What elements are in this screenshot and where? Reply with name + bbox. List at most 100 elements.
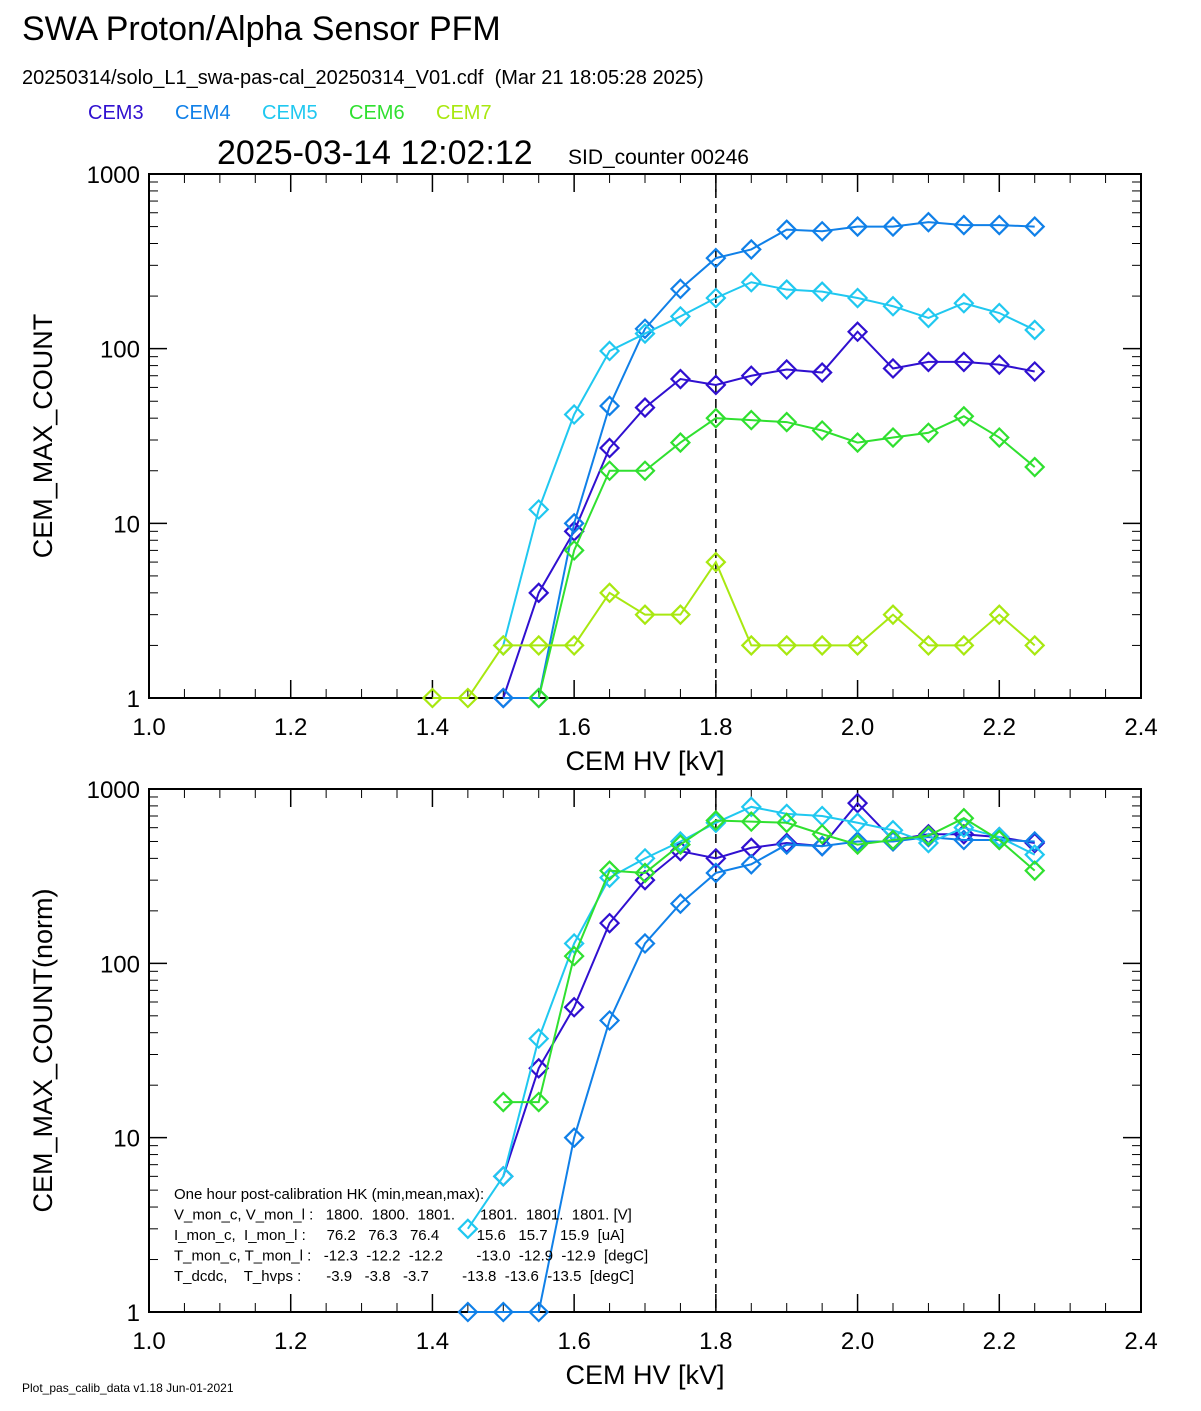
data-point (492, 1165, 514, 1187)
data-point (847, 830, 869, 853)
data-point (528, 1301, 550, 1323)
data-point (776, 634, 798, 656)
annotation: T_mon_c, T_mon_l : -12.3 -12.2 -12.2 -13… (174, 1248, 648, 1265)
data-point (988, 829, 1010, 851)
data-point (669, 893, 691, 915)
data-point (563, 945, 585, 967)
data-point (953, 829, 975, 851)
data-point (457, 1218, 479, 1240)
data-point (740, 811, 762, 833)
data-point (634, 397, 656, 419)
data-point (811, 220, 833, 242)
series-line (432, 559, 1036, 699)
data-point (563, 539, 585, 561)
data-point (669, 604, 691, 626)
data-point (882, 829, 904, 851)
series-line (502, 281, 1036, 646)
x-tick-label: 1.4 (416, 1328, 449, 1355)
legend-label: CEM7 (436, 102, 492, 124)
data-point (917, 307, 939, 329)
data-point (669, 432, 691, 454)
data-point (847, 634, 869, 656)
data-point (740, 238, 762, 260)
y-axis-label: CEM_MAX_COUNT (28, 314, 58, 559)
data-point (1024, 360, 1046, 383)
data-point (953, 214, 975, 236)
data-point (776, 278, 798, 301)
y-tick-label: 10 (113, 511, 140, 538)
x-tick-label: 2.0 (841, 714, 874, 741)
data-point (1024, 634, 1046, 656)
data-point (847, 834, 869, 856)
data-point (1024, 860, 1046, 882)
timestamp: 2025-03-14 12:02:12 (217, 134, 533, 172)
data-point (811, 634, 833, 656)
data-point (811, 823, 833, 845)
data-point (917, 634, 939, 656)
legend-label: CEM4 (175, 102, 231, 124)
annotation: One hour post-calibration HK (min,mean,m… (174, 1186, 484, 1203)
data-point (528, 1091, 550, 1113)
data-point (917, 211, 939, 233)
data-point (811, 419, 833, 442)
data-point (740, 853, 762, 875)
legend-label: CEM6 (349, 102, 405, 124)
x-tick-label: 1.2 (274, 1328, 307, 1355)
data-point (953, 807, 975, 829)
data-point (740, 271, 762, 293)
data-point (811, 361, 833, 384)
data-point (953, 817, 975, 839)
data-point (740, 365, 762, 387)
data-point (492, 634, 514, 656)
data-point (528, 498, 550, 521)
data-point (988, 604, 1010, 626)
x-tick-label: 2.4 (1124, 1328, 1157, 1355)
annotation: V_mon_c, V_mon_l : 1800. 1800. 1801. 180… (174, 1207, 632, 1224)
data-point (1024, 456, 1046, 478)
data-point (599, 1009, 621, 1032)
data-point (882, 357, 904, 380)
data-point (1024, 844, 1046, 866)
data-point (776, 832, 798, 854)
x-tick-label: 1.4 (416, 714, 449, 741)
data-point (705, 862, 727, 884)
series-line (537, 415, 1036, 699)
data-point (563, 996, 585, 1018)
data-point (953, 634, 975, 656)
y-tick-label: 100 (100, 337, 140, 364)
data-point (847, 216, 869, 238)
y-tick-label: 1000 (87, 777, 140, 804)
data-point (599, 912, 621, 934)
annotation: I_mon_c, I_mon_l : 76.2 76.3 76.4 15.6 1… (174, 1227, 624, 1244)
data-point (563, 403, 585, 426)
data-point (740, 634, 762, 656)
legend-label: CEM3 (88, 102, 144, 124)
data-point (669, 278, 691, 300)
data-point (457, 1301, 479, 1323)
data-point (669, 834, 691, 856)
data-point (563, 1127, 585, 1149)
data-point (492, 1301, 514, 1323)
data-point (776, 411, 798, 433)
data-point (988, 426, 1010, 449)
data-point (563, 634, 585, 656)
data-point (953, 405, 975, 427)
x-tick-label: 1.8 (699, 714, 732, 741)
data-point (634, 318, 656, 340)
data-point (988, 826, 1010, 848)
data-point (705, 551, 727, 573)
data-point (847, 287, 869, 309)
data-point (421, 687, 443, 709)
y-axis-label: CEM_MAX_COUNT(norm) (28, 888, 58, 1212)
x-axis-label: CEM HV [kV] (565, 746, 724, 776)
data-point (1024, 319, 1046, 341)
data-point (988, 302, 1010, 324)
data-point (847, 792, 869, 814)
data-point (1024, 216, 1046, 238)
data-point (882, 426, 904, 449)
data-point (882, 604, 904, 626)
data-point (847, 321, 869, 343)
data-point (705, 407, 727, 429)
x-tick-label: 1.6 (557, 714, 590, 741)
y-tick-label: 1 (127, 686, 140, 713)
